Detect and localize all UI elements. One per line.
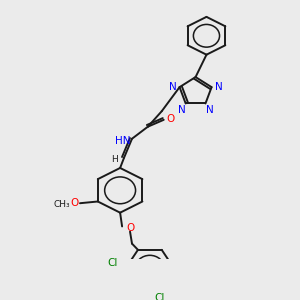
Text: N: N — [215, 82, 222, 92]
Text: H: H — [111, 155, 118, 164]
Text: N: N — [178, 104, 186, 115]
Text: Cl: Cl — [107, 258, 117, 268]
Text: N: N — [169, 82, 176, 92]
Text: CH₃: CH₃ — [54, 200, 70, 208]
Text: HN: HN — [115, 136, 131, 146]
Text: N: N — [206, 104, 213, 115]
Text: O: O — [126, 223, 134, 233]
Text: O: O — [70, 198, 78, 208]
Text: O: O — [167, 114, 175, 124]
Text: Cl: Cl — [154, 292, 165, 300]
